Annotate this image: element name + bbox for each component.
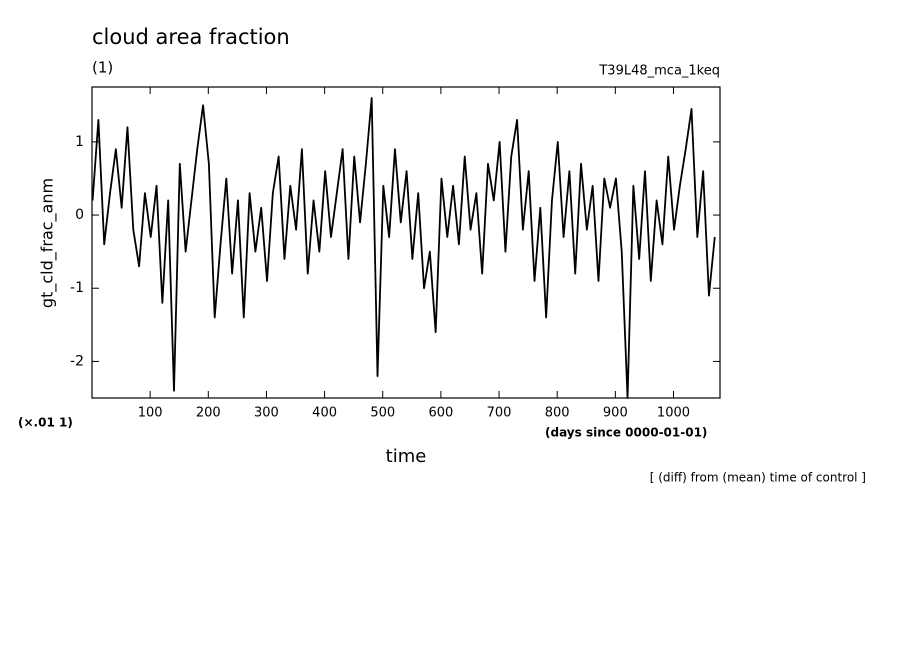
y-unit-label: (×.01 1)	[18, 416, 73, 430]
x-tick-label: 400	[312, 406, 337, 421]
x-tick-label: 800	[545, 406, 570, 421]
y-axis-label: gt_cld_frac_anm	[38, 178, 58, 308]
x-axis-label: time	[386, 446, 427, 467]
x-tick-label: 200	[196, 406, 221, 421]
x-tick-label: 300	[254, 406, 279, 421]
x-tick-label: 600	[428, 406, 453, 421]
x-tick-label: 500	[370, 406, 395, 421]
y-tick-label: 0	[75, 207, 84, 223]
x-unit-label: (days since 0000-01-01)	[545, 426, 707, 440]
x-tick-label: 1000	[657, 406, 690, 421]
chart-title: cloud area fraction	[92, 25, 290, 49]
x-tick-label: 700	[487, 406, 512, 421]
x-tick-label: 900	[603, 406, 628, 421]
run-label: T39L48_mca_1keq	[598, 64, 720, 79]
y-tick-label: 1	[75, 134, 84, 150]
subtitle: (1)	[92, 59, 113, 77]
note: [ (diff) from (mean) time of control ]	[650, 471, 866, 485]
plot-frame	[91, 86, 721, 399]
y-tick-label: -2	[70, 353, 84, 369]
series-line	[91, 97, 716, 399]
y-tick-label: -1	[70, 280, 84, 296]
x-tick-label: 100	[138, 406, 163, 421]
